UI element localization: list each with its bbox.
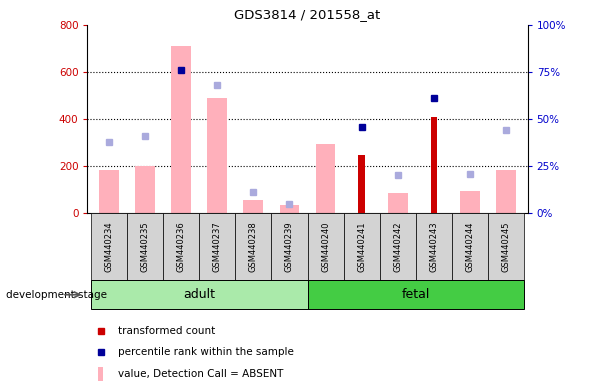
Text: adult: adult — [183, 288, 215, 301]
Bar — [358, 156, 365, 213]
Bar — [388, 193, 408, 213]
Text: GSM440240: GSM440240 — [321, 222, 330, 272]
Bar — [235, 213, 271, 280]
Text: GSM440244: GSM440244 — [466, 222, 475, 272]
Bar — [271, 213, 308, 280]
Text: GSM440235: GSM440235 — [140, 222, 150, 272]
Bar — [91, 280, 308, 309]
Bar — [496, 170, 516, 213]
Bar — [380, 213, 416, 280]
Text: value, Detection Call = ABSENT: value, Detection Call = ABSENT — [118, 369, 283, 379]
Bar — [308, 280, 524, 309]
Bar — [460, 191, 480, 213]
Bar — [99, 170, 119, 213]
Text: percentile rank within the sample: percentile rank within the sample — [118, 347, 294, 357]
Text: fetal: fetal — [402, 288, 430, 301]
Bar — [344, 213, 380, 280]
Bar — [308, 213, 344, 280]
Bar — [199, 213, 235, 280]
Bar — [488, 213, 524, 280]
Bar — [452, 213, 488, 280]
Bar — [98, 367, 103, 381]
Text: GSM440245: GSM440245 — [502, 222, 511, 272]
Bar — [416, 213, 452, 280]
Text: GSM440241: GSM440241 — [357, 222, 366, 272]
Text: GSM440242: GSM440242 — [393, 222, 402, 272]
Bar — [315, 144, 335, 213]
Text: GSM440237: GSM440237 — [213, 221, 222, 272]
Text: GSM440243: GSM440243 — [429, 222, 438, 272]
Bar — [280, 205, 300, 213]
Text: development stage: development stage — [6, 290, 107, 300]
Bar — [135, 166, 155, 213]
Bar — [163, 213, 199, 280]
Title: GDS3814 / 201558_at: GDS3814 / 201558_at — [235, 8, 380, 21]
Text: GSM440239: GSM440239 — [285, 222, 294, 272]
Bar — [171, 46, 191, 213]
Text: transformed count: transformed count — [118, 326, 215, 336]
Bar — [431, 117, 437, 213]
Text: GSM440238: GSM440238 — [249, 221, 258, 272]
Bar — [91, 213, 127, 280]
Bar — [244, 200, 264, 213]
Bar — [207, 98, 227, 213]
Text: GSM440236: GSM440236 — [177, 221, 186, 272]
Text: GSM440234: GSM440234 — [104, 222, 113, 272]
Bar — [127, 213, 163, 280]
